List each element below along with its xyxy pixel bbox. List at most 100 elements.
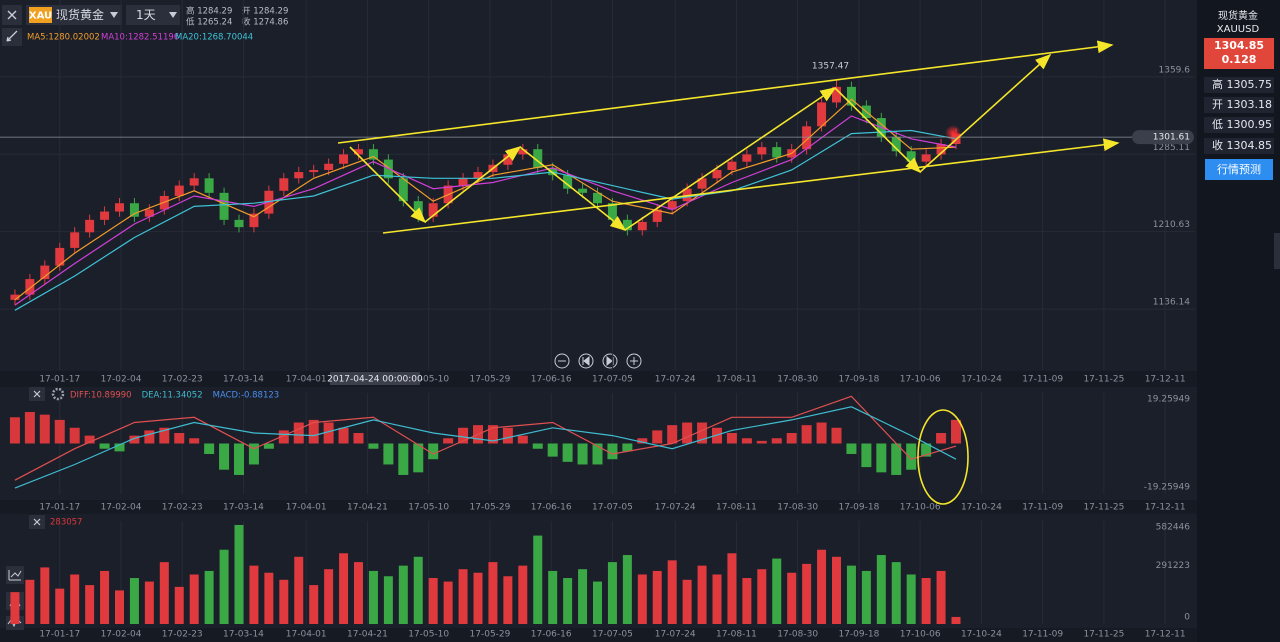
volume-bar (772, 558, 782, 624)
trend-arrow (519, 146, 627, 231)
x-tick-label: 17-04-01 (286, 375, 327, 385)
volume-bar (324, 569, 334, 624)
volume-bar (563, 578, 573, 624)
macd-bar (219, 443, 230, 470)
candle-body (667, 201, 677, 210)
macd-bar (458, 427, 469, 444)
macd-bar (517, 435, 528, 444)
symbol-badge (29, 7, 52, 23)
volume-bar (607, 562, 617, 624)
x-tick-label: 17-07-24 (655, 375, 696, 385)
macd-bar (323, 422, 334, 444)
volume-bar (129, 578, 139, 624)
price-box (1204, 38, 1274, 69)
x-tick-label: 17-11-09 (1022, 375, 1063, 385)
macd-bar (577, 443, 588, 465)
x-tick-label: 17-07-05 (592, 630, 633, 640)
forecast-button-label: 行情预测 (1217, 163, 1261, 176)
zoom-in[interactable] (626, 353, 642, 369)
scroll-right[interactable] (602, 353, 618, 369)
volume-bar (40, 567, 50, 624)
x-tick-label: 17-12-11 (1145, 375, 1186, 385)
x-tick-label: 17-02-04 (101, 630, 142, 640)
indicator-line (14, 406, 957, 489)
x-tick-label: 17-05-10 (408, 630, 449, 640)
x-tick-label: 17-06-16 (531, 503, 572, 513)
candle-body (742, 154, 752, 162)
period-select[interactable] (126, 5, 180, 25)
period: 1天 (136, 8, 156, 22)
legend-entry: DIFF:10.89990 (70, 391, 132, 401)
macd-bar (876, 443, 887, 473)
volume-bar (309, 585, 319, 624)
candle-body (533, 149, 543, 168)
forecast-button[interactable] (1205, 159, 1273, 180)
candle-body (578, 188, 588, 193)
x-axis-strip (0, 371, 1197, 387)
candle-body (10, 294, 20, 300)
scroll-left-icon (582, 355, 590, 367)
close-icon (7, 10, 17, 20)
candle-body (115, 203, 124, 212)
high-readout: 高 1284.29 (186, 6, 232, 17)
x-tick-label: 17-09-18 (838, 503, 879, 513)
candle-body (622, 219, 632, 231)
candle-body (40, 265, 50, 280)
toolbar: XAU 现货黄金 1天 高 1284.29 低 1265.24 开 1284.2… (2, 5, 288, 46)
x-tick-label: 17-02-23 (162, 375, 203, 385)
instrument-name: 现货黄金 (1218, 9, 1258, 22)
zoom-in-icon (630, 357, 638, 365)
macd-bar (24, 412, 35, 444)
x-tick-label: 17-11-09 (1022, 503, 1063, 513)
volume-bar (951, 616, 961, 624)
indicator-line (14, 98, 957, 301)
macd-bar (891, 443, 902, 475)
macd-bar (712, 427, 722, 444)
y-tick-label: 582446 (1156, 523, 1191, 533)
volume-bar (817, 549, 827, 624)
price-dot (945, 125, 961, 141)
macd-bar (697, 422, 708, 444)
draw-tool-button[interactable] (2, 28, 22, 46)
volume-bar (339, 553, 349, 624)
zoom-controls (554, 353, 642, 369)
volume-bar (637, 574, 647, 624)
macd-bar (54, 419, 65, 444)
scroll-left[interactable] (578, 353, 594, 369)
settings-button[interactable] (51, 387, 65, 401)
candle-body (817, 102, 827, 127)
volume-bar (787, 572, 797, 624)
quote-high: 高 1305.75 (1212, 77, 1272, 91)
volume-bar (802, 563, 812, 624)
volume-bar (189, 574, 199, 624)
candle-body (757, 147, 767, 155)
volume-bar (682, 579, 692, 624)
panel-handle[interactable] (1274, 233, 1280, 269)
macd-bar (383, 443, 394, 465)
candle-body (294, 172, 304, 179)
volume-bar (10, 592, 20, 624)
macd-bar (801, 425, 812, 444)
volume-bar (279, 579, 289, 624)
x-tick-label: 17-12-11 (1145, 503, 1186, 513)
trend-arrow (349, 146, 427, 224)
macd-bar (741, 438, 752, 444)
macd-bar (428, 443, 439, 460)
y-tick-label: 1210.63 (1153, 220, 1190, 230)
candle-body (473, 172, 483, 179)
x-tick-label: 17-02-23 (162, 630, 203, 640)
x-tick-label: 17-10-24 (961, 503, 1002, 513)
volume-bar (249, 565, 259, 624)
macd-bar (39, 414, 50, 444)
volume-bar (354, 562, 363, 624)
zoom-out[interactable] (554, 353, 570, 369)
volume-bar (742, 578, 752, 624)
macd-bar (144, 430, 155, 444)
volume-bar (593, 581, 602, 624)
x-tick-label: 17-01-17 (39, 503, 80, 513)
trend-arrow (919, 53, 1052, 173)
volume-bar (234, 524, 244, 624)
x-tick-label: 17-11-25 (1083, 630, 1124, 640)
candle-body (129, 203, 139, 217)
